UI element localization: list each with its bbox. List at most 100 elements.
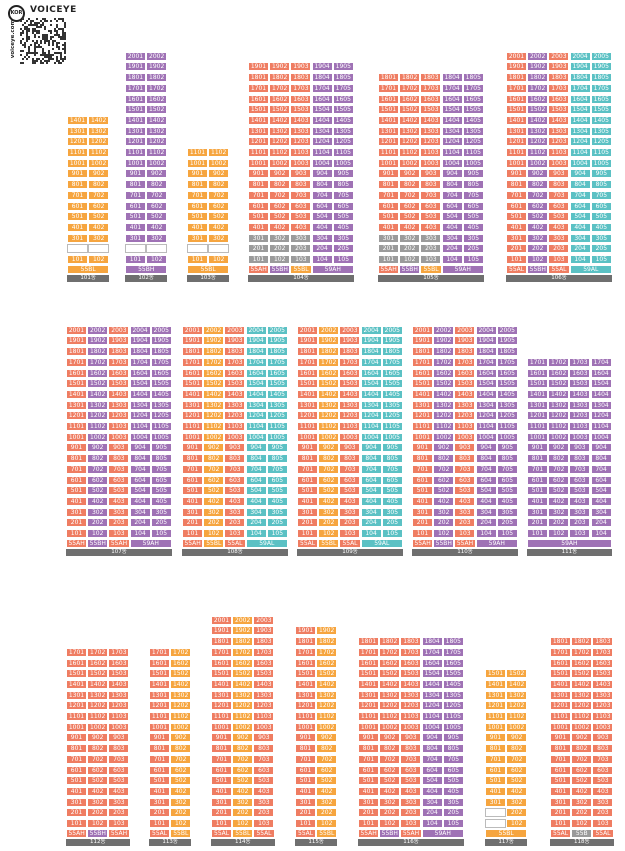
unit-cell: 201 xyxy=(149,808,170,818)
unit-cell: 402 xyxy=(379,786,401,796)
unit-cell: 205 xyxy=(381,518,403,528)
unit-cell: 1902 xyxy=(146,62,168,72)
unit-cell: 1303 xyxy=(108,690,130,700)
unit-cell: 1904 xyxy=(569,62,591,72)
unit-cell: 1002 xyxy=(87,722,109,732)
unit-cell: 1504 xyxy=(245,379,267,389)
unit-cell: 2005 xyxy=(266,325,288,335)
unit-cell: 1202 xyxy=(146,137,168,147)
unit-cell: 502 xyxy=(506,776,528,786)
unit-cell: 1302 xyxy=(170,690,192,700)
unit-cell: 402 xyxy=(571,786,593,796)
pilotis-cell xyxy=(485,808,506,818)
unit-cell: 1702 xyxy=(318,357,340,367)
unit-cell: 603 xyxy=(569,475,591,485)
unit-cell: 402 xyxy=(399,222,421,232)
unit-cell: 303 xyxy=(224,507,246,517)
unit-cell: 201 xyxy=(66,518,87,528)
unit-cell: 405 xyxy=(496,496,518,506)
building-name: 116동 xyxy=(358,839,464,846)
unit-cell: 1101 xyxy=(248,148,269,157)
unit-cell: 103 xyxy=(400,819,422,828)
unit-cell: 1202 xyxy=(87,411,109,421)
unit-cell: 1404 xyxy=(475,389,497,399)
unit-cell: 1202 xyxy=(399,137,421,147)
unit-cell: 103 xyxy=(108,819,130,828)
unit-cell: 405 xyxy=(266,496,288,506)
unit-cell: 302 xyxy=(87,507,109,517)
unit-cell: 1603 xyxy=(290,94,312,104)
unit-cell: 601 xyxy=(412,475,433,485)
building-name: 112동 xyxy=(66,839,130,846)
unit-type-label: 59AH xyxy=(421,829,464,838)
unit-cell: 1005 xyxy=(332,158,354,168)
unit-cell: 1801 xyxy=(66,347,87,357)
unit-cell: 702 xyxy=(399,190,421,200)
unit-cell: 602 xyxy=(203,475,225,485)
unit-cell: 703 xyxy=(224,464,246,474)
unit-cell: 604 xyxy=(441,201,463,211)
unit-cell: 1301 xyxy=(66,400,87,410)
unit-cell: 1105 xyxy=(462,148,484,157)
unit-type-label: 55AH xyxy=(108,539,130,548)
unit-cell: 1005 xyxy=(442,722,464,732)
unit-cell: 701 xyxy=(248,190,269,200)
unit-cell: 603 xyxy=(339,475,361,485)
unit-cell: 605 xyxy=(462,201,484,211)
unit-cell: 1302 xyxy=(527,126,549,136)
unit-type-label: 55BL xyxy=(232,829,254,838)
unit-cell: 1602 xyxy=(318,368,340,378)
unit-cell: 1504 xyxy=(421,669,443,679)
unit-cell: 1103 xyxy=(420,148,442,157)
unit-cell: 403 xyxy=(569,496,591,506)
unit-cell: 802 xyxy=(88,180,110,190)
unit-cell: 704 xyxy=(360,464,382,474)
unit-cell: 2002 xyxy=(527,51,549,61)
unit-cell: 1404 xyxy=(311,115,333,125)
unit-cell: 2004 xyxy=(360,325,382,335)
unit-cell: 502 xyxy=(232,776,254,786)
unit-cell: 1503 xyxy=(400,669,422,679)
unit-cell: 802 xyxy=(208,180,230,190)
unit-cell: 605 xyxy=(332,201,354,211)
unit-cell: 1303 xyxy=(339,400,361,410)
unit-cell: 303 xyxy=(592,797,614,807)
unit-cell: 302 xyxy=(571,797,593,807)
unit-cell: 401 xyxy=(248,222,269,232)
unit-cell: 1402 xyxy=(146,115,168,125)
unit-cell: 203 xyxy=(548,244,570,254)
building-name: 106동 xyxy=(506,275,612,282)
unit-cell: 404 xyxy=(441,222,463,232)
unit-cell: 1204 xyxy=(129,411,151,421)
unit-cell: 1301 xyxy=(295,690,316,700)
unit-cell: 1101 xyxy=(506,148,527,157)
unit-cell: 801 xyxy=(187,180,208,190)
unit-cell: 304 xyxy=(245,507,267,517)
unit-cell: 1502 xyxy=(269,105,291,115)
unit-cell: 1404 xyxy=(360,389,382,399)
unit-cell: 402 xyxy=(548,496,570,506)
unit-cell: 1601 xyxy=(66,658,87,668)
unit-cell: 1602 xyxy=(146,94,168,104)
unit-cell: 501 xyxy=(378,212,399,222)
unit-cell: 1903 xyxy=(290,62,312,72)
unit-cell: 1001 xyxy=(550,722,571,732)
unit-cell: 1503 xyxy=(548,105,570,115)
unit-cell: 1202 xyxy=(527,137,549,147)
unit-type-label: 55AL xyxy=(592,829,614,838)
unit-cell: 401 xyxy=(187,222,208,232)
unit-cell: 1405 xyxy=(150,389,172,399)
unit-cell: 801 xyxy=(66,454,87,464)
unit-type-label: 55AH xyxy=(66,539,88,548)
unit-cell: 804 xyxy=(590,454,612,464)
unit-cell: 1904 xyxy=(360,336,382,346)
unit-cell: 902 xyxy=(399,169,421,179)
unit-cell: 1401 xyxy=(66,389,87,399)
unit-cell: 1603 xyxy=(569,368,591,378)
unit-cell: 1203 xyxy=(290,137,312,147)
unit-cell: 2001 xyxy=(297,325,318,335)
unit-cell: 301 xyxy=(412,507,433,517)
unit-cell: 1801 xyxy=(412,347,433,357)
unit-cell: 1305 xyxy=(381,400,403,410)
unit-cell: 803 xyxy=(224,454,246,464)
